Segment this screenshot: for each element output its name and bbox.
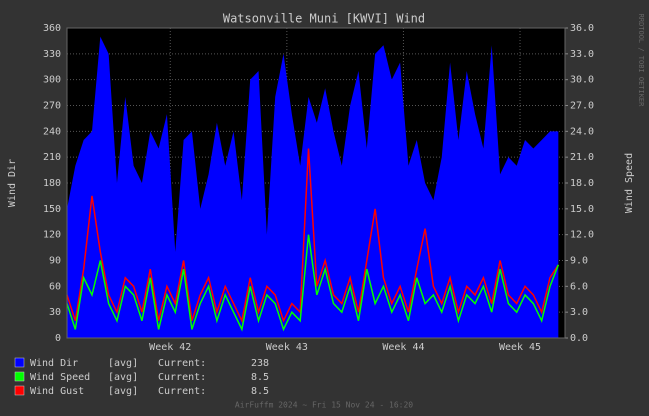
legend-swatch [14, 371, 25, 382]
y2-tick-label: 21.0 [570, 152, 594, 163]
y2-tick-label: 36.0 [570, 23, 594, 34]
y2-tick-label: 3.0 [570, 307, 588, 318]
y2-tick-label: 0.0 [570, 333, 588, 344]
y-tick-label: 330 [43, 49, 61, 60]
y-tick-label: 180 [43, 178, 61, 189]
y-tick-label: 240 [43, 126, 61, 137]
y-tick-label: 360 [43, 23, 61, 34]
legend-swatch [14, 385, 25, 396]
y2-tick-label: 6.0 [570, 281, 588, 292]
y2-tick-label: 24.0 [570, 126, 594, 137]
legend-name: Wind Dir [30, 358, 78, 369]
area [67, 36, 559, 338]
legend-stat: Current: [158, 386, 206, 397]
x-tick-label: Week 42 [149, 342, 191, 353]
legend-name: Wind Speed [30, 372, 90, 383]
legend-cf: [avg] [108, 358, 138, 369]
line [66, 148, 559, 324]
y2-axis-label: Wind Speed [624, 153, 635, 213]
y2-tick-label: 33.0 [570, 49, 594, 60]
y-tick-label: 0 [55, 333, 61, 344]
plot-frame [66, 27, 566, 339]
legend-current: 238 [251, 358, 269, 369]
x-tick-label: Week 44 [382, 342, 424, 353]
legend-stat: Current: [158, 358, 206, 369]
legend-name: Wind Gust [30, 386, 84, 397]
legend-swatch [14, 357, 25, 368]
y-tick-label: 300 [43, 75, 61, 86]
y-tick-label: 270 [43, 101, 61, 112]
y2-tick-label: 30.0 [570, 75, 594, 86]
y2-tick-label: 27.0 [570, 101, 594, 112]
y-tick-label: 90 [49, 256, 61, 267]
watermark: RRDTOOL / TOBI OETIKER [637, 14, 645, 108]
line [66, 234, 560, 332]
y-tick-label: 30 [49, 307, 61, 318]
y-tick-label: 60 [49, 281, 61, 292]
footer: AirFuffm 2024 ~ Fri 15 Nov 24 - 16:20 [235, 401, 413, 410]
legend-current: 8.5 [251, 386, 269, 397]
legend-cf: [avg] [108, 372, 138, 383]
y-tick-label: 210 [43, 152, 61, 163]
y-tick-label: 120 [43, 230, 61, 241]
legend-cf: [avg] [108, 386, 138, 397]
x-tick-label: Week 43 [266, 342, 308, 353]
x-tick-label: Week 45 [499, 342, 541, 353]
chart-title: Watsonville Muni [KWVI] Wind [223, 12, 425, 26]
y2-tick-label: 9.0 [570, 256, 588, 267]
legend-stat: Current: [158, 372, 206, 383]
y2-tick-label: 15.0 [570, 204, 594, 215]
y-tick-label: 150 [43, 204, 61, 215]
legend-current: 8.5 [251, 372, 269, 383]
y2-tick-label: 18.0 [570, 178, 594, 189]
y2-tick-label: 12.0 [570, 230, 594, 241]
y-axis-label: Wind Dir [7, 159, 18, 207]
